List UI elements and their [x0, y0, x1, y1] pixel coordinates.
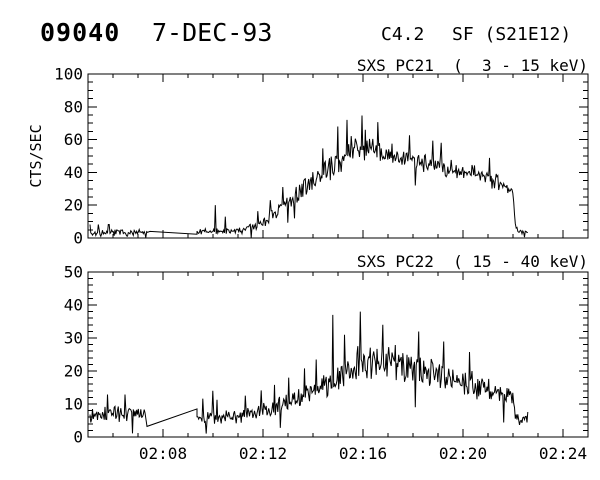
x-tick-label: 02:20 — [439, 444, 487, 463]
y-tick-label: 40 — [64, 296, 83, 315]
panel-title-pc22: SXS PC22 ( 15 - 40 keV) — [356, 252, 588, 271]
y-tick-label: 60 — [64, 130, 83, 149]
y-tick-label: 20 — [64, 362, 83, 381]
flare-type-location: SF (S21E12) — [452, 24, 572, 45]
goes-class: C4.2 — [381, 24, 425, 45]
x-tick-label: 02:12 — [239, 444, 287, 463]
y-tick-label: 0 — [73, 229, 83, 248]
event-id: 09040 — [40, 18, 121, 47]
y-tick-label: 20 — [64, 196, 83, 215]
y-tick-label: 0 — [73, 428, 83, 447]
event-date: 7-DEC-93 — [152, 18, 273, 47]
x-tick-label: 02:24 — [539, 444, 587, 463]
panel-title-pc21: SXS PC21 ( 3 - 15 keV) — [356, 56, 588, 75]
y-tick-label: 80 — [64, 97, 83, 116]
y-tick-label: 100 — [54, 65, 83, 84]
y-tick-label: 40 — [64, 163, 83, 182]
x-tick-label: 02:16 — [339, 444, 387, 463]
y-tick-label: 30 — [64, 329, 83, 348]
data-trace-pc21 — [89, 115, 528, 238]
axis-frame — [87, 271, 589, 438]
x-tick-label: 02:08 — [139, 444, 187, 463]
data-trace-pc22 — [89, 311, 529, 434]
y-tick-label: 10 — [64, 395, 83, 414]
y-tick-label: 50 — [64, 263, 83, 282]
